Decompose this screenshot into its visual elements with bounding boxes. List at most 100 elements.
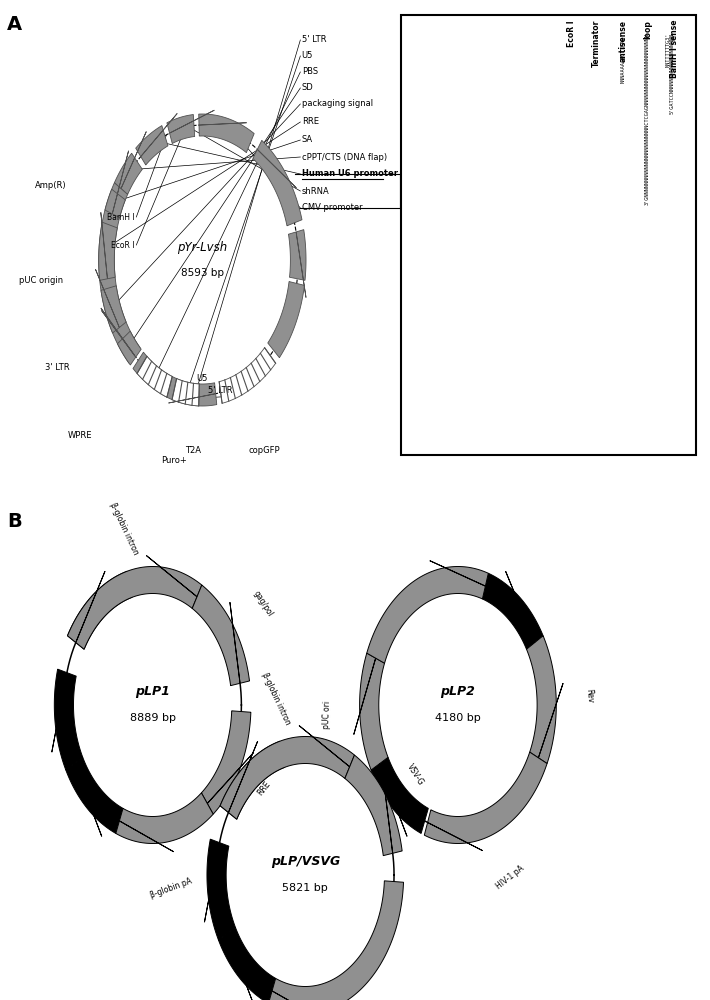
Polygon shape — [227, 934, 254, 1000]
Text: pUC ori: pUC ori — [322, 700, 332, 729]
Polygon shape — [99, 222, 117, 280]
Polygon shape — [112, 151, 129, 214]
Text: pLP/VSVG: pLP/VSVG — [271, 856, 340, 868]
Text: A: A — [7, 15, 22, 34]
Text: WPRE: WPRE — [67, 431, 92, 440]
Polygon shape — [76, 571, 105, 643]
Text: Ampicillin: Ampicillin — [408, 747, 437, 775]
Polygon shape — [146, 556, 197, 597]
Polygon shape — [204, 843, 219, 922]
Text: Human U6 promoter: Human U6 promoter — [302, 169, 398, 178]
Text: 8889 bp: 8889 bp — [130, 713, 175, 723]
Polygon shape — [102, 310, 136, 357]
Polygon shape — [99, 183, 140, 363]
Polygon shape — [192, 585, 249, 686]
Polygon shape — [199, 123, 246, 125]
Text: EcoR I: EcoR I — [111, 240, 135, 249]
Polygon shape — [380, 764, 407, 836]
Text: RRE: RRE — [302, 117, 319, 126]
Text: Ampicillin: Ampicillin — [248, 867, 256, 901]
Text: packaging signal: packaging signal — [302, 100, 373, 108]
Text: SA: SA — [302, 135, 313, 144]
Polygon shape — [133, 352, 217, 406]
Polygon shape — [117, 331, 141, 365]
Polygon shape — [101, 308, 135, 355]
Text: pUC ori: pUC ori — [104, 748, 130, 774]
Polygon shape — [268, 881, 403, 1000]
Text: T2A: T2A — [185, 446, 201, 455]
Text: 3' LTR: 3' LTR — [45, 363, 70, 372]
Polygon shape — [430, 561, 486, 586]
Polygon shape — [482, 573, 543, 649]
Text: gag/pol: gag/pol — [251, 590, 274, 619]
Polygon shape — [425, 752, 547, 843]
Polygon shape — [299, 726, 350, 767]
Text: BamH I sense: BamH I sense — [670, 20, 679, 78]
Text: EcoR I: EcoR I — [567, 20, 576, 47]
Polygon shape — [137, 356, 173, 397]
Text: antisense: antisense — [619, 20, 628, 62]
Text: 5' LTR: 5' LTR — [208, 386, 233, 395]
Polygon shape — [199, 114, 254, 153]
Text: 5821 bp: 5821 bp — [283, 883, 328, 893]
Polygon shape — [427, 822, 483, 851]
Text: VSV-G: VSV-G — [405, 762, 425, 787]
Text: pLP2: pLP2 — [440, 686, 476, 698]
Text: NNNAAAAAACTTAAS': NNNAAAAAACTTAAS' — [620, 33, 626, 83]
Polygon shape — [360, 653, 388, 770]
Polygon shape — [141, 113, 178, 157]
Polygon shape — [105, 189, 126, 218]
Text: BamH I: BamH I — [107, 213, 135, 222]
Polygon shape — [116, 793, 213, 843]
Polygon shape — [296, 232, 306, 298]
Polygon shape — [67, 571, 132, 649]
Text: Amp(R): Amp(R) — [35, 181, 66, 190]
Text: HIV-1 pA: HIV-1 pA — [494, 864, 525, 891]
Polygon shape — [207, 839, 236, 940]
Polygon shape — [219, 348, 275, 403]
Polygon shape — [383, 772, 393, 853]
Text: 4180 bp: 4180 bp — [435, 713, 481, 723]
Text: PᴂSV: PᴂSV — [483, 635, 501, 659]
Polygon shape — [345, 755, 402, 856]
Polygon shape — [230, 602, 240, 683]
Text: B: B — [7, 512, 22, 531]
Text: PᴄᴍV: PᴄᴍV — [263, 805, 283, 825]
Text: PᴄᴍV: PᴄᴍV — [110, 635, 131, 655]
Text: Terminator: Terminator — [592, 20, 601, 67]
Text: 3'GNNNNNNNNNNNNNNNNNNNNNNNCTCGAGNNNNNNNNNNNNNNNNNNNNNNN: 3'GNNNNNNNNNNNNNNNNNNNNNNNCTCGAGNNNNNNNN… — [644, 33, 650, 205]
Polygon shape — [75, 764, 102, 836]
Text: SD: SD — [302, 84, 314, 93]
Polygon shape — [506, 571, 535, 643]
Text: Rev: Rev — [584, 688, 594, 703]
Text: cPPT/CTS (DNA flap): cPPT/CTS (DNA flap) — [302, 152, 387, 161]
Polygon shape — [220, 741, 285, 819]
Text: pLP1: pLP1 — [135, 686, 170, 698]
Text: β-globin pA: β-globin pA — [149, 876, 193, 900]
Text: PBS: PBS — [302, 68, 318, 77]
Text: loop: loop — [644, 20, 652, 39]
Polygon shape — [527, 636, 556, 764]
Polygon shape — [220, 737, 354, 819]
Text: shRNA: shRNA — [302, 186, 329, 196]
Text: β-globin intron: β-globin intron — [261, 671, 293, 726]
Polygon shape — [55, 669, 83, 770]
Polygon shape — [101, 286, 126, 333]
Text: 5'GATCCNNNNNNNNNNNNNNNNNNN: 5'GATCCNNNNNNNNNNNNNNNNNNN — [670, 33, 675, 114]
Polygon shape — [229, 741, 258, 812]
Polygon shape — [272, 991, 327, 1000]
Polygon shape — [253, 140, 302, 226]
Text: pUC origin: pUC origin — [19, 276, 63, 285]
Polygon shape — [170, 110, 214, 133]
Polygon shape — [67, 567, 202, 649]
Text: U5: U5 — [196, 374, 207, 383]
Polygon shape — [172, 379, 200, 406]
Text: β-globin intron: β-globin intron — [108, 501, 140, 556]
Polygon shape — [288, 230, 306, 280]
Bar — [401, 15, 696, 455]
Polygon shape — [167, 115, 195, 143]
Polygon shape — [257, 149, 296, 188]
Polygon shape — [367, 567, 488, 663]
Text: RRE: RRE — [256, 779, 272, 797]
Text: Ampicillin: Ampicillin — [96, 697, 104, 731]
